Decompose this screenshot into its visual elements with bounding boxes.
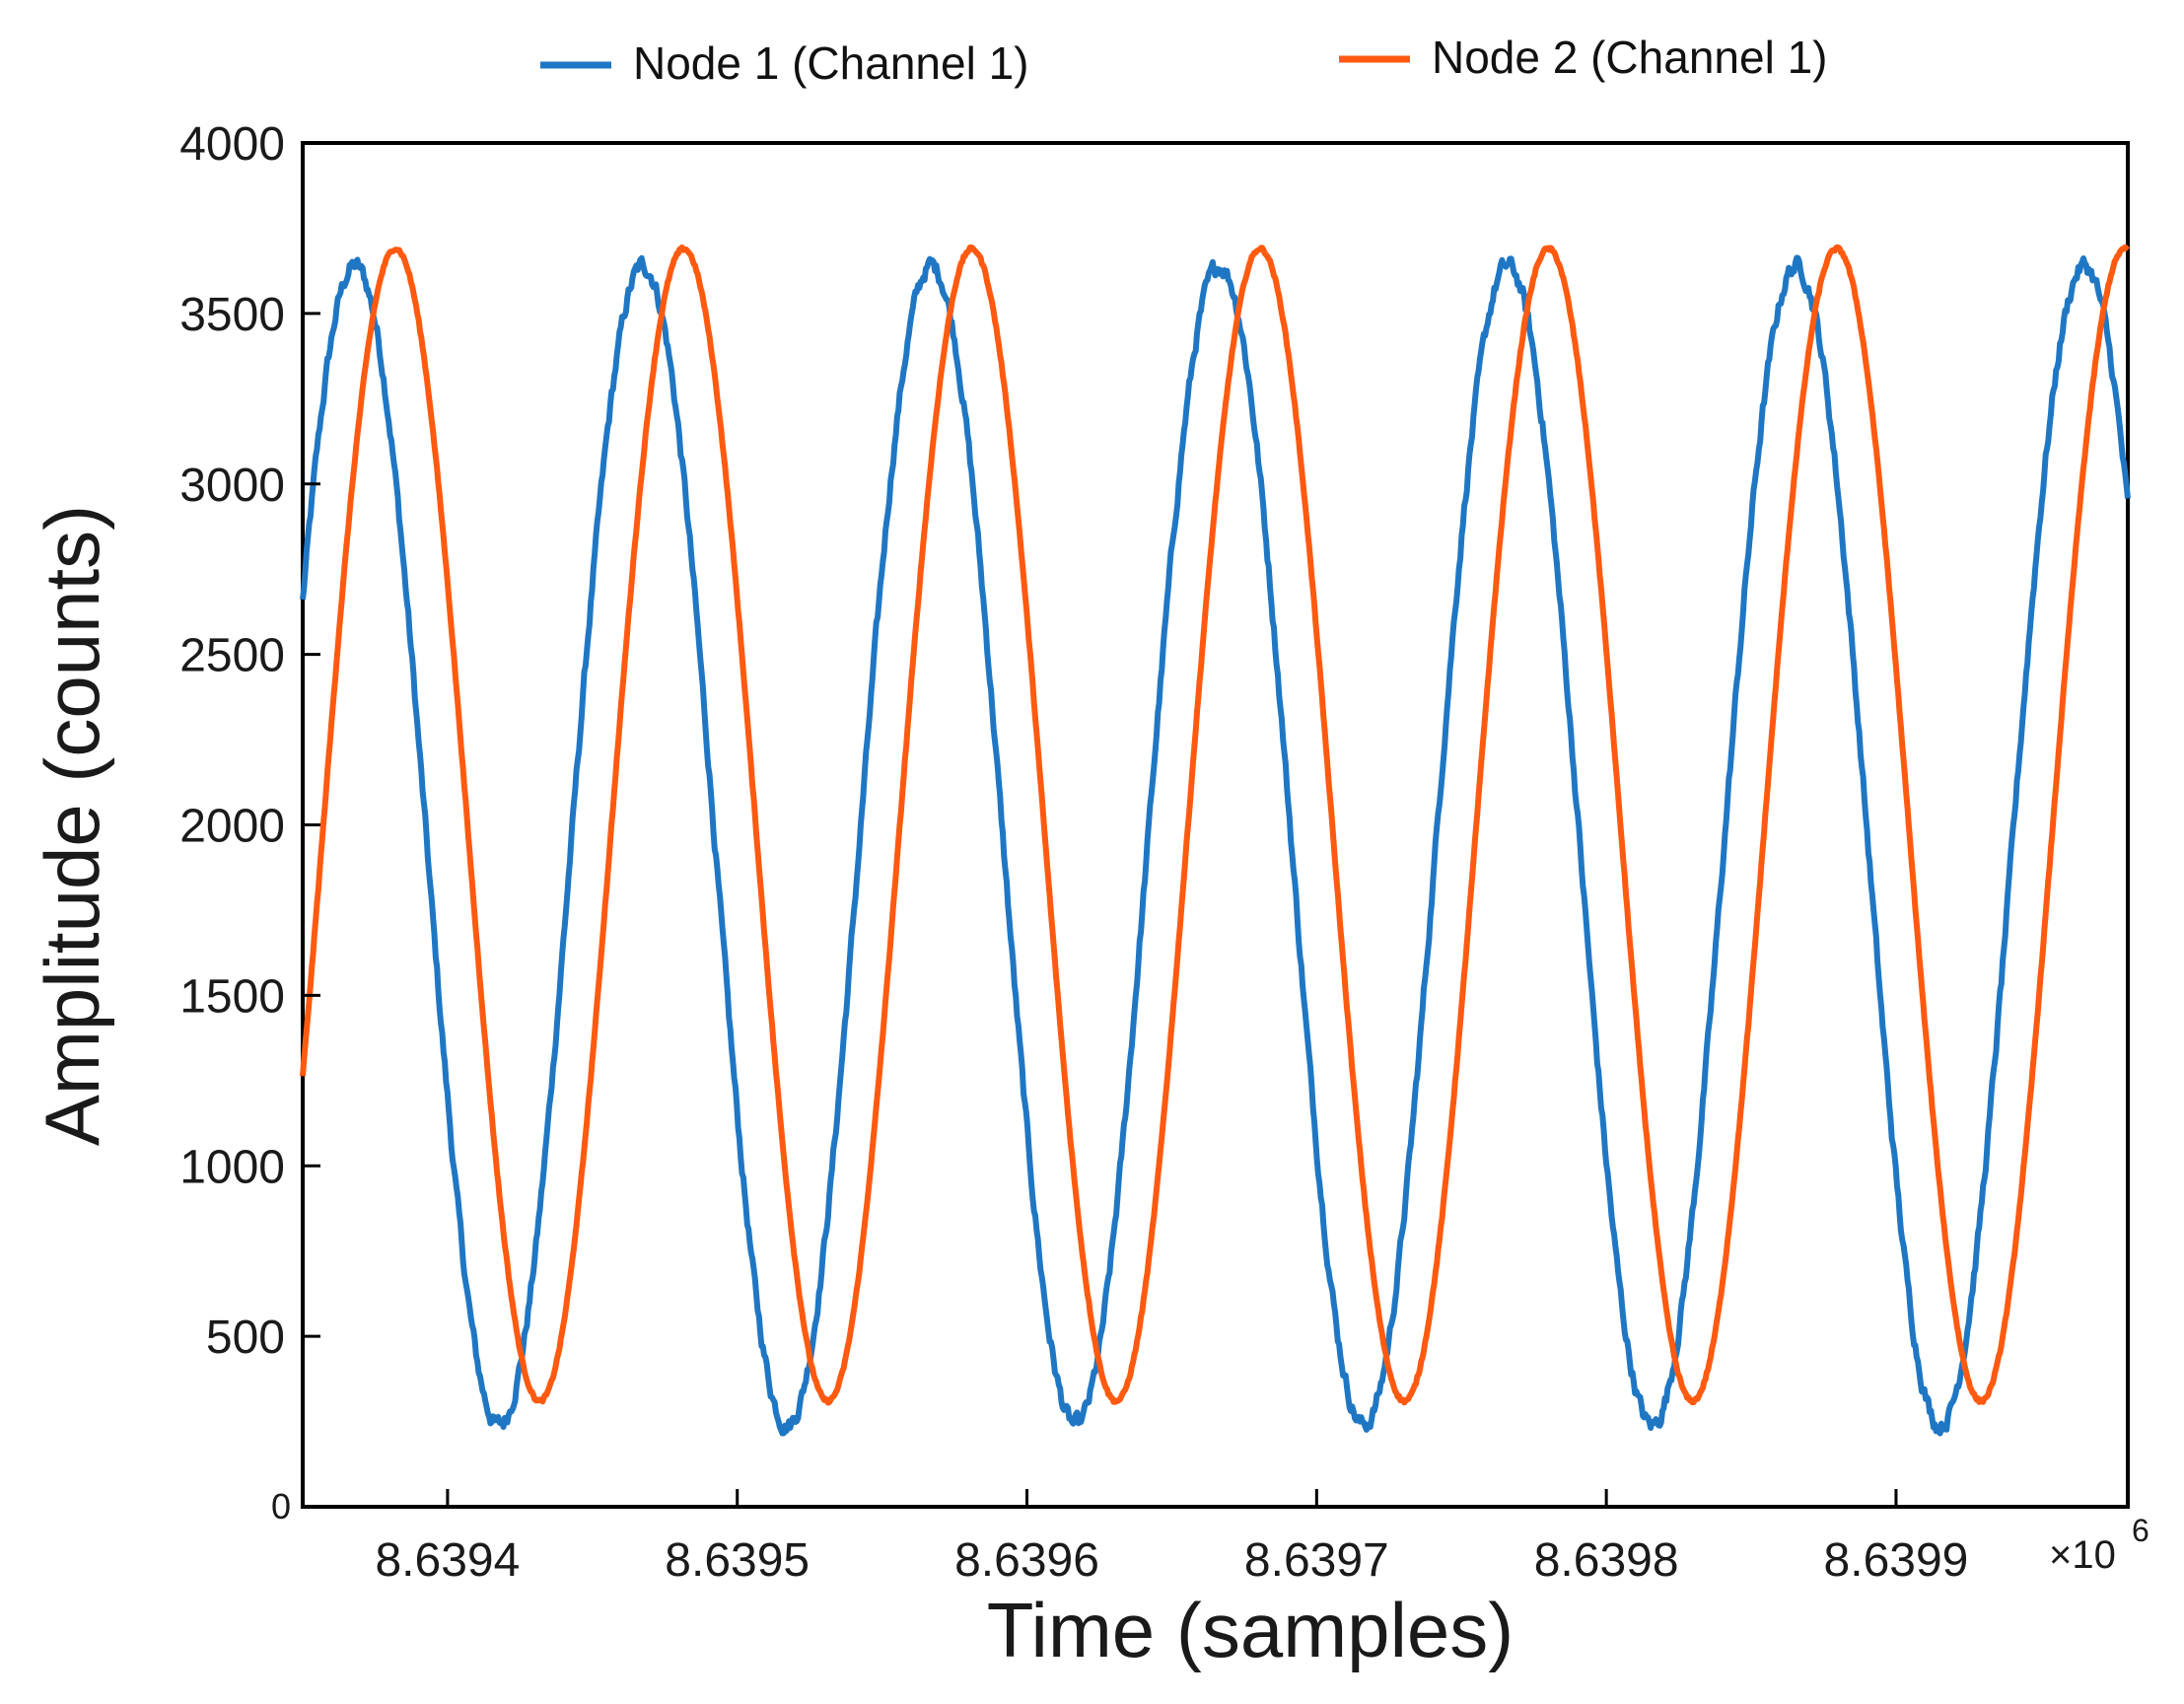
x-axis-title: Time (samples) [987,1587,1515,1673]
y-tick-label: 1500 [179,970,285,1023]
legend: Node 1 (Channel 1) Node 2 (Channel 1) [540,32,1827,89]
y-tick-label: 4000 [179,118,285,171]
x-axis-multiplier: ×10 [2049,1533,2116,1577]
legend-label-node-1: Node 1 (Channel 1) [633,37,1028,89]
x-tick-label: 8.6396 [954,1534,1099,1587]
x-tick-label: 8.6398 [1534,1534,1679,1587]
x-axis: 8.6394 8.6395 8.6396 8.6397 8.6398 8.6399 [375,1489,1968,1587]
y-axis: 0 500 1000 1500 2000 2500 3000 3500 4000 [179,118,320,1526]
y-tick-label: 3500 [179,289,285,341]
series-line-node-2 [300,244,2131,1406]
y-tick-label: 3000 [179,460,285,512]
x-tick-label: 8.6394 [375,1534,520,1587]
legend-label-node-2: Node 2 (Channel 1) [1432,32,1827,83]
plot-lines [300,244,2131,1437]
y-tick-label: 1000 [179,1141,285,1193]
y-tick-label: 0 [271,1486,291,1526]
plot-area [301,141,2130,1509]
y-axis-title: Amplitude (counts) [29,505,115,1146]
y-tick-label: 2500 [179,630,285,682]
y-tick-label: 2000 [179,801,285,853]
x-axis-multiplier-exponent: 6 [2132,1513,2149,1548]
x-tick-label: 8.6399 [1824,1534,1969,1587]
x-tick-label: 8.6397 [1244,1534,1389,1587]
x-tick-label: 8.6395 [665,1534,810,1587]
y-tick-label: 500 [206,1312,285,1364]
series-line-node-1 [300,254,2131,1437]
